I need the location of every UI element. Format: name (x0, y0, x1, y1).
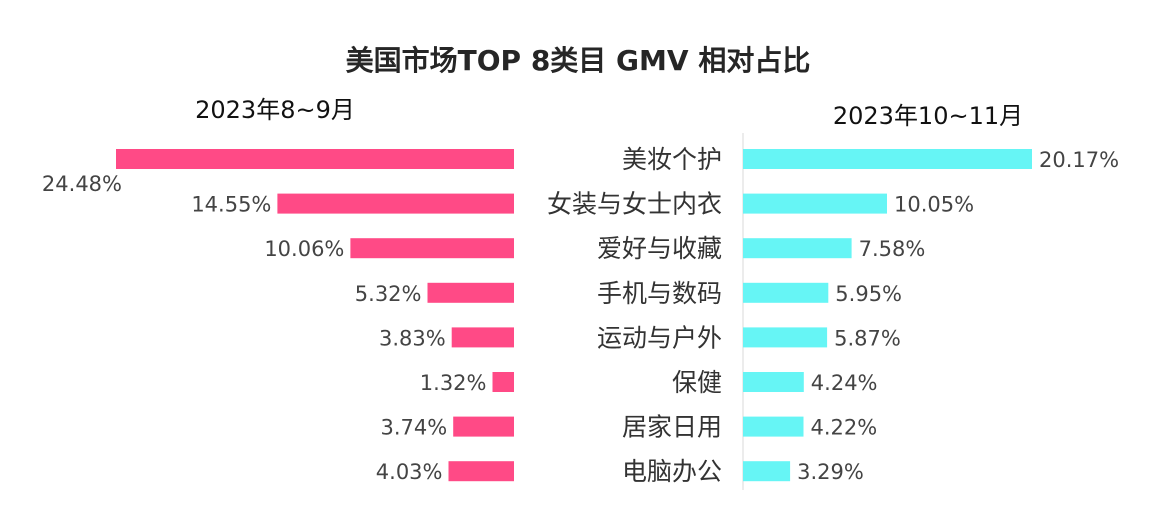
right-bar-6 (743, 372, 804, 392)
right-bar-7 (743, 416, 804, 437)
left-value-label-6: 1.32% (420, 371, 487, 395)
right-bar-4 (743, 282, 829, 303)
right-bar-1 (743, 149, 1032, 169)
right-value-label-6: 4.24% (811, 371, 878, 395)
category-label-5: 运动与户外 (597, 323, 722, 352)
left-bar-5 (451, 327, 514, 348)
right-value-label-5: 5.87% (834, 326, 901, 350)
left-bar-2 (277, 193, 514, 214)
chart-title: 美国市场TOP 8类目 GMV 相对占比 (346, 44, 811, 77)
right-bar-5 (743, 327, 828, 348)
left-bar-1 (116, 149, 514, 169)
left-value-label-5: 3.83% (379, 326, 446, 350)
left-value-label-3: 10.06% (264, 237, 344, 261)
right-value-label-8: 3.29% (797, 460, 864, 484)
chart-marks: 24.48% 美妆个护 20.17% 14.55% 女装与女士内衣 10.05% 10.06… (42, 145, 1119, 486)
left-value-label-8: 4.03% (376, 460, 443, 484)
category-label-8: 电脑办公 (622, 457, 722, 486)
category-label-7: 居家日用 (622, 413, 722, 442)
left-series-title: 2023年8~9月 (195, 96, 355, 124)
left-bar-7 (453, 416, 514, 437)
left-value-label-1: 24.48% (42, 172, 122, 196)
left-bar-3 (350, 238, 514, 259)
category-label-6: 保健 (672, 368, 722, 397)
right-bar-3 (743, 238, 852, 259)
right-value-label-1: 20.17% (1039, 148, 1119, 172)
category-label-3: 爱好与收藏 (597, 234, 722, 263)
category-label-2: 女装与女士内衣 (547, 190, 722, 219)
left-bar-6 (492, 372, 514, 392)
right-value-label-2: 10.05% (894, 193, 974, 217)
left-value-label-7: 3.74% (380, 416, 447, 440)
left-value-label-4: 5.32% (355, 282, 422, 306)
right-bar-8 (743, 461, 791, 482)
left-bar-4 (427, 282, 514, 303)
right-value-label-4: 5.95% (835, 282, 902, 306)
left-value-label-2: 14.55% (191, 193, 271, 217)
right-value-label-7: 4.22% (811, 416, 878, 440)
category-label-1: 美妆个护 (622, 145, 722, 174)
right-bar-2 (743, 193, 887, 214)
right-series-title: 2023年10~11月 (833, 102, 1023, 130)
category-label-4: 手机与数码 (597, 279, 722, 308)
left-bar-8 (448, 461, 514, 482)
right-value-label-3: 7.58% (859, 237, 926, 261)
